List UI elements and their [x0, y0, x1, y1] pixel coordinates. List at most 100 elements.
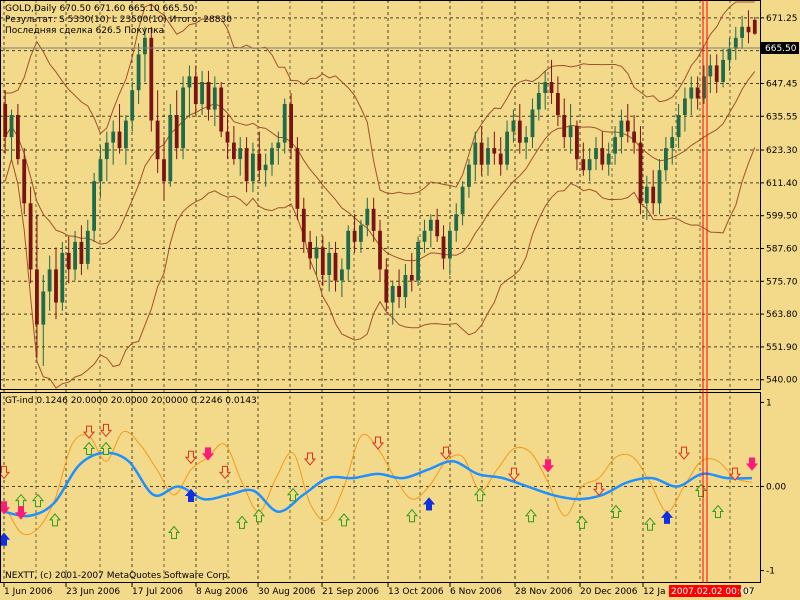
candle-body	[752, 19, 757, 34]
sell-signal-arrow-shape	[82, 425, 96, 439]
candle	[212, 76, 217, 127]
candle-body	[746, 26, 751, 33]
sell-signal-arrow-shape	[507, 467, 521, 481]
candle-body	[251, 153, 255, 182]
candle	[524, 126, 528, 160]
candle-body	[651, 186, 656, 204]
candle	[638, 126, 643, 215]
strong-buy-arrow-shape	[0, 532, 11, 546]
candle-body	[104, 142, 109, 160]
candle-body	[333, 252, 338, 281]
candle	[98, 145, 103, 198]
sell-signal-arrow	[728, 467, 742, 481]
candle	[460, 181, 465, 226]
candle	[371, 197, 376, 242]
candle	[327, 241, 332, 292]
strong-sell-arrow-shape	[201, 447, 215, 461]
buy-signal-arrow-shape	[286, 487, 300, 502]
candle	[568, 104, 573, 154]
candle-body	[73, 241, 77, 270]
candle-body	[676, 115, 681, 138]
candle	[428, 214, 433, 248]
sell-signal-arrow-shape	[99, 423, 113, 438]
candle	[187, 65, 192, 118]
candle-body	[124, 120, 128, 149]
candle	[124, 115, 128, 165]
cursor-time-bg	[669, 585, 741, 597]
sell-signal-arrow-shape	[303, 452, 317, 466]
strong-sell-arrow-shape	[14, 506, 28, 520]
y-tick-label: 671.25	[766, 14, 798, 24]
candle	[435, 208, 440, 242]
candle-body	[85, 230, 90, 264]
candle	[136, 43, 141, 105]
buy-signal-arrow	[405, 508, 419, 523]
current-price-label-bg	[761, 42, 799, 54]
candle	[448, 225, 452, 275]
x-tick-label: 21 Sep 2006	[322, 587, 379, 597]
signal-arrows	[0, 423, 759, 546]
candle-body	[625, 120, 630, 132]
buy-signal-arrow-shape	[31, 493, 45, 508]
candle-body	[448, 230, 452, 259]
candle-body	[9, 115, 14, 138]
candle	[162, 137, 166, 201]
candle-body	[492, 148, 497, 154]
y-tick-label: 647.45	[766, 79, 798, 89]
buy-signal-arrow	[524, 508, 538, 523]
candle	[695, 76, 700, 110]
candle-body	[219, 87, 224, 132]
buy-signal-arrow	[575, 515, 589, 529]
buy-signal-arrow	[235, 515, 249, 529]
sell-signal-arrow	[303, 452, 317, 466]
candle-body	[60, 252, 65, 303]
candle-body	[130, 90, 135, 121]
candle	[28, 186, 33, 284]
candle-body	[689, 87, 694, 99]
candle-body	[162, 159, 166, 182]
sell-signal-arrow-shape	[218, 465, 232, 480]
candle	[295, 137, 300, 220]
candle-body	[22, 159, 27, 204]
candle-body	[505, 131, 509, 165]
candle-body	[428, 219, 433, 231]
candle	[378, 219, 382, 281]
candle-body	[384, 269, 389, 303]
candle	[740, 15, 744, 49]
candle	[606, 142, 611, 176]
candle-body	[530, 109, 535, 138]
sell-signal-arrow	[507, 467, 521, 481]
sell-signal-arrow	[218, 465, 232, 480]
candle-body	[683, 98, 687, 115]
candle	[9, 109, 14, 160]
candle-body	[632, 131, 636, 143]
x-tick-label: 30 Aug 2006	[258, 587, 316, 597]
candle	[467, 159, 471, 198]
candle	[22, 148, 27, 215]
y-tick-label: 563.80	[766, 310, 798, 320]
strong-sell-arrow-shape	[0, 501, 11, 515]
candle-body	[708, 65, 713, 77]
sell-signal-arrow	[184, 450, 198, 465]
candle-body	[416, 241, 420, 281]
buy-signal-arrow-shape	[14, 493, 28, 508]
candle	[721, 48, 725, 88]
candle-body	[403, 275, 408, 298]
candle-body	[467, 164, 471, 187]
candle-body	[238, 148, 243, 160]
candle-body	[346, 230, 351, 270]
y-tick-label: 540.00	[766, 376, 798, 386]
candle-body	[168, 115, 173, 182]
buy-signal-arrow	[252, 508, 266, 523]
candle	[333, 241, 338, 292]
buy-signal-arrow-shape	[82, 441, 96, 455]
sell-signal-arrow	[371, 436, 385, 450]
candle-body	[619, 120, 624, 138]
candle-body	[263, 164, 268, 171]
indicator-label: GT-ind 0.1246 20.0000 20.0000 20.0000 0.…	[5, 396, 257, 406]
candle-body	[301, 208, 306, 242]
candle-body	[695, 87, 700, 99]
candle	[752, 16, 757, 35]
candle	[397, 269, 401, 309]
